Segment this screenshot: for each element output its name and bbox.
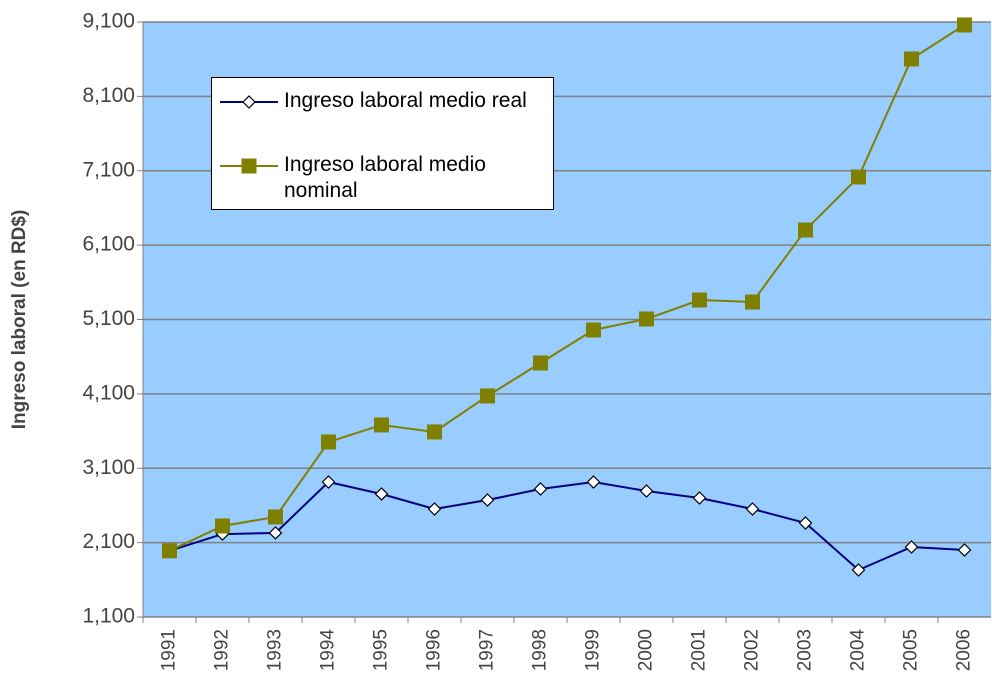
legend-label: Ingreso laboral medio real <box>284 89 527 112</box>
y-tick-label: 8,100 <box>82 84 135 107</box>
marker <box>851 563 866 577</box>
x-tick-label: 1991 <box>159 629 180 671</box>
x-tick-label: 1993 <box>265 629 286 671</box>
legend-label: Ingreso laboral medio nominal <box>284 153 486 202</box>
legend-swatch <box>220 95 278 109</box>
marker <box>241 158 257 174</box>
y-tick-label: 6,100 <box>82 233 135 256</box>
marker <box>533 355 548 371</box>
marker <box>321 434 336 450</box>
x-tick-label: 2005 <box>901 629 922 671</box>
x-tick-label: 1998 <box>530 629 551 671</box>
marker <box>374 487 389 501</box>
legend-item: Ingreso laboral medio nominal <box>212 152 553 204</box>
x-tick-label: 1995 <box>371 629 392 671</box>
marker <box>745 502 760 516</box>
marker <box>639 311 654 327</box>
x-tick-label: 1999 <box>583 629 604 671</box>
marker <box>427 424 442 440</box>
marker <box>374 417 389 433</box>
marker <box>957 17 972 33</box>
y-tick-label: 5,100 <box>82 307 135 330</box>
y-tick-label: 7,100 <box>82 158 135 181</box>
marker <box>798 516 813 530</box>
y-tick-label: 9,100 <box>82 10 135 33</box>
marker <box>798 222 813 238</box>
marker <box>427 502 442 516</box>
x-tick-label: 2000 <box>636 629 657 671</box>
marker <box>268 526 283 540</box>
marker <box>242 95 256 109</box>
marker <box>480 493 495 507</box>
line <box>169 24 966 552</box>
marker <box>321 475 336 489</box>
marker <box>586 322 601 338</box>
x-tick-label: 1996 <box>424 629 445 671</box>
x-tick-label: 2006 <box>954 629 975 671</box>
marker <box>586 475 601 489</box>
x-tick-label: 2003 <box>795 629 816 671</box>
marker <box>533 482 548 496</box>
y-axis-label: Ingreso laboral (en RD$) <box>9 210 30 430</box>
x-tick-label: 1994 <box>318 629 339 672</box>
marker <box>692 292 707 308</box>
legend: Ingreso laboral medio real Ingreso labora… <box>211 77 554 210</box>
marker <box>480 388 495 404</box>
x-tick-label: 1992 <box>212 629 233 671</box>
marker <box>904 540 919 554</box>
marker <box>745 294 760 310</box>
marker <box>268 509 283 525</box>
y-tick-label: 3,100 <box>82 456 135 479</box>
y-tick-label: 4,100 <box>82 381 135 404</box>
x-tick-label: 2001 <box>689 629 710 671</box>
x-tick-label: 2004 <box>848 629 869 672</box>
marker <box>639 484 654 498</box>
marker <box>162 543 177 559</box>
marker <box>851 169 866 185</box>
x-tick-label: 2002 <box>742 629 763 671</box>
marker <box>957 543 972 557</box>
legend-swatch <box>220 158 278 174</box>
legend-item: Ingreso laboral medio real <box>212 88 553 114</box>
y-tick-label: 1,100 <box>82 605 135 628</box>
x-tick-label: 1997 <box>477 629 498 671</box>
marker <box>904 51 919 67</box>
y-tick-label: 2,100 <box>82 530 135 553</box>
line <box>169 480 965 572</box>
marker <box>692 491 707 505</box>
marker <box>215 518 230 534</box>
